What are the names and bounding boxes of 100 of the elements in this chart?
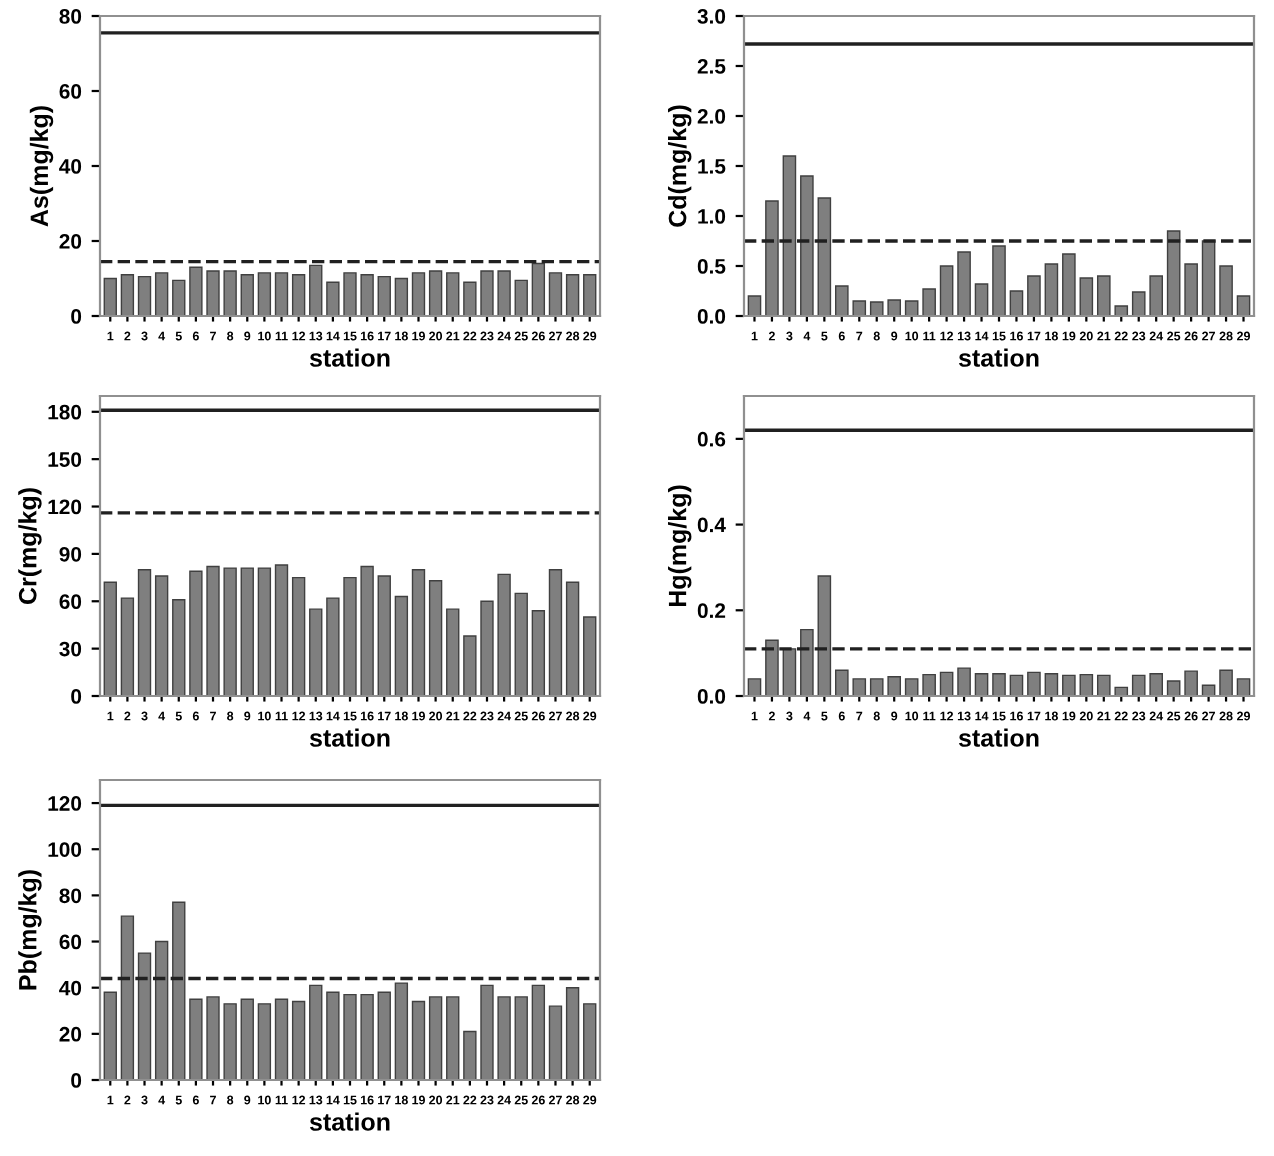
bar: [291, 274, 306, 316]
bar: [922, 673, 936, 696]
bar: [394, 982, 409, 1080]
bar: [428, 270, 443, 316]
y-tick-label: 0.2: [697, 603, 726, 619]
bar: [1044, 263, 1059, 316]
bar: [377, 991, 391, 1080]
bar: [1009, 290, 1024, 316]
y-tick-label: 80: [59, 9, 82, 24]
y-tick-label: 2.0: [697, 109, 726, 124]
bar: [1184, 670, 1198, 696]
bar: [939, 671, 954, 696]
bar: [565, 581, 580, 696]
bar: [974, 673, 989, 696]
y-axis-title: Pb(mg/kg): [18, 870, 42, 990]
bar: [548, 1005, 563, 1080]
bar: [817, 197, 832, 316]
bar: [240, 274, 254, 316]
bar: [291, 1000, 306, 1080]
y-tick-label: 180: [48, 404, 82, 420]
bar: [103, 991, 117, 1080]
bar: [800, 175, 814, 316]
bar: [1184, 263, 1198, 316]
y-tick-label: 40: [59, 159, 82, 174]
y-tick-label: 60: [59, 594, 82, 610]
y-tick-label: 30: [59, 641, 82, 657]
y-axis-title: Hg(mg/kg): [668, 485, 692, 607]
bar: [992, 673, 1006, 696]
bar: [514, 592, 528, 696]
bar: [257, 272, 272, 316]
bar: [939, 265, 954, 316]
bar: [137, 952, 152, 1080]
y-tick-label: 0: [71, 1073, 82, 1088]
bar: [428, 996, 443, 1080]
bar: [782, 648, 797, 696]
y-tick-label: 40: [59, 980, 82, 996]
y-tick-label: 0.6: [697, 431, 726, 447]
y-tick-label: 60: [59, 84, 82, 99]
bar: [120, 915, 135, 1080]
bar: [394, 595, 409, 696]
bar: [120, 597, 135, 696]
bar: [782, 155, 797, 316]
y-axis-title: Cr(mg/kg): [18, 488, 42, 604]
bar: [411, 1000, 426, 1080]
bar: [583, 616, 597, 696]
y-tick-label: 0.0: [697, 309, 726, 324]
bar: [1219, 265, 1233, 316]
y-tick-label: 20: [59, 234, 82, 249]
bar: [583, 1003, 597, 1080]
y-tick-label: 60: [59, 934, 82, 950]
bar: [565, 986, 580, 1080]
bar: [411, 568, 426, 696]
bar: [565, 274, 580, 316]
y-axis-title: Cd(mg/kg): [668, 105, 692, 227]
bar: [154, 272, 169, 316]
bar: [240, 567, 254, 696]
y-tick-label: 80: [59, 888, 82, 904]
bar: [904, 678, 919, 696]
y-tick-label: 0.0: [697, 689, 726, 704]
bar: [446, 272, 460, 316]
bar: [137, 568, 152, 696]
bar: [531, 262, 546, 316]
y-tick-label: 120: [48, 796, 82, 811]
bar: [531, 610, 546, 696]
bar: [309, 608, 323, 696]
bar: [291, 576, 306, 696]
bar: [922, 288, 936, 316]
y-tick-label: 0.5: [697, 259, 726, 274]
bar: [514, 279, 528, 316]
bar: [446, 608, 460, 696]
y-tick-label: 90: [59, 546, 82, 562]
bar: [817, 575, 832, 696]
y-tick-label: 0: [71, 689, 82, 704]
bar: [747, 295, 762, 316]
bar: [531, 984, 546, 1080]
y-tick-label: 1.0: [698, 209, 726, 224]
bar: [514, 996, 528, 1080]
y-tick-label: 20: [59, 1026, 82, 1042]
bar: [120, 274, 135, 316]
bar: [172, 279, 186, 316]
bar: [1062, 253, 1076, 316]
bar: [1009, 674, 1024, 696]
y-tick-label: 120: [48, 499, 82, 515]
bar: [411, 272, 426, 316]
bar: [309, 984, 323, 1080]
bar: [1044, 673, 1059, 696]
bar: [1219, 669, 1233, 696]
x-axis-title: station: [958, 348, 1039, 367]
bar: [103, 581, 117, 696]
bar: [377, 275, 391, 316]
bar: [1079, 277, 1094, 316]
bar: [309, 264, 323, 316]
bar: [765, 200, 779, 316]
y-tick-label: 3.0: [697, 9, 726, 24]
y-tick-label: 100: [48, 842, 82, 857]
bar: [957, 251, 971, 316]
bar: [446, 996, 460, 1080]
bar: [548, 568, 563, 696]
y-tick-label: 0.4: [697, 517, 726, 533]
y-tick-label: 2.5: [697, 59, 726, 74]
